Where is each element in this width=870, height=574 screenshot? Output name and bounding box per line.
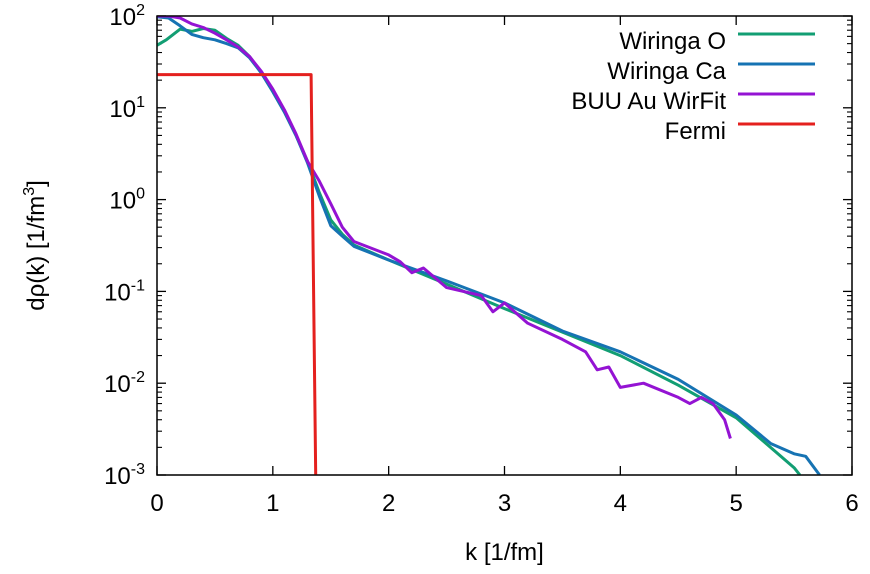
series-line-buu-au-wirfit xyxy=(157,16,732,439)
plot-frame-overlay xyxy=(156,15,853,476)
legend-label-wiringa-ca: Wiringa Ca xyxy=(607,58,726,85)
legend-label-fermi: Fermi xyxy=(665,118,726,145)
x-tick-label: 0 xyxy=(150,490,163,517)
y-tick-label: 102 xyxy=(109,2,145,31)
x-tick-label: 3 xyxy=(498,490,511,517)
y-tick-label: 10-1 xyxy=(104,277,145,306)
y-tick-label: 10-2 xyxy=(104,369,145,398)
y-axis-label-base: dρ(k) [1/fm xyxy=(23,196,50,311)
y-axis-label-close: ] xyxy=(23,180,50,187)
y-axis-label-superscript: 3 xyxy=(21,187,38,196)
plot-frame xyxy=(156,15,853,476)
legend-label-buu-au-wirfit: BUU Au WirFit xyxy=(571,88,726,115)
y-tick-label: 100 xyxy=(109,186,145,215)
series-line-wiringa-ca xyxy=(157,16,821,475)
legend-label-wiringa-o: Wiringa O xyxy=(619,28,726,55)
x-tick-label: 2 xyxy=(382,490,395,517)
y-axis-label: dρ(k) [1/fm3] xyxy=(21,180,50,311)
ticks-layer: 0 1 2 3 4 5 6 102 101 100 10-1 10-2 10-3 xyxy=(104,2,859,517)
x-tick-label: 5 xyxy=(729,490,742,517)
series-line-fermi xyxy=(157,73,318,475)
y-tick-label: 101 xyxy=(109,94,145,123)
series-layer xyxy=(157,16,821,475)
x-tick-label: 1 xyxy=(266,490,279,517)
x-tick-label: 6 xyxy=(845,490,858,517)
x-axis-label: k [1/fm] xyxy=(465,539,544,566)
plot-area: 0 1 2 3 4 5 6 102 101 100 10-1 10-2 10-3 xyxy=(104,2,859,517)
x-tick-label: 4 xyxy=(614,490,627,517)
y-tick-label: 10-3 xyxy=(104,461,145,490)
legend: Wiringa O Wiringa Ca BUU Au WirFit Fermi xyxy=(571,28,815,145)
